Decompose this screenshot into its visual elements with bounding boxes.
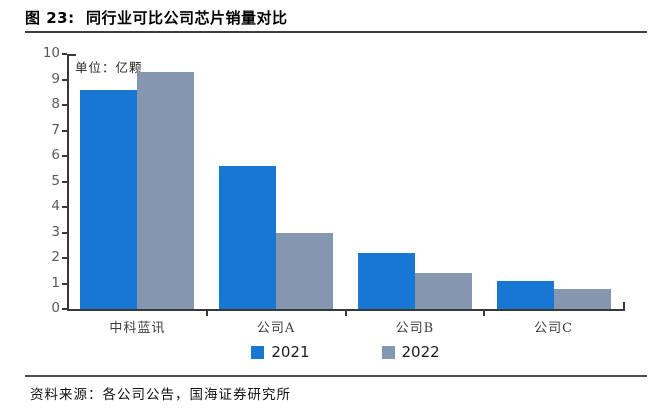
legend-item-2022: 2022 xyxy=(381,343,440,361)
bar-2022 xyxy=(276,232,334,309)
bar-2022 xyxy=(137,71,195,309)
y-axis-tick xyxy=(62,308,67,310)
y-axis-tick-label: 8 xyxy=(51,96,60,112)
bar-group xyxy=(68,54,207,309)
x-axis-tick xyxy=(483,311,486,316)
x-axis-labels: 中科蓝讯 公司A 公司B 公司C xyxy=(68,317,623,336)
y-axis-tick-label: 7 xyxy=(51,121,60,138)
y-axis-tick xyxy=(62,104,67,106)
y-axis-tick-label: 4 xyxy=(51,198,60,214)
x-axis-category-label: 公司C xyxy=(534,321,574,336)
bar-2021 xyxy=(80,89,138,309)
x-axis-tick xyxy=(344,311,347,316)
y-axis-tick-label: 9 xyxy=(51,70,60,87)
y-axis-tick xyxy=(62,206,67,208)
footer-divider-line xyxy=(25,375,647,377)
x-axis-tick xyxy=(205,311,208,316)
legend-label: 2022 xyxy=(401,343,440,361)
bar-group xyxy=(346,54,485,309)
y-axis-tick xyxy=(62,180,67,183)
legend-swatch xyxy=(251,345,265,359)
legend-swatch xyxy=(381,345,395,359)
x-axis-line xyxy=(67,309,625,311)
x-axis-category-label: 中科蓝讯 xyxy=(109,321,166,336)
source-note: 资料来源：各公司公告，国海证券研究所 xyxy=(30,387,291,403)
bar-2022 xyxy=(414,273,472,309)
y-axis-tick xyxy=(62,257,67,259)
y-axis-tick-label: 10 xyxy=(42,45,60,61)
bar-2022 xyxy=(553,288,611,309)
x-axis-category-label: 公司B xyxy=(395,321,435,336)
x-axis-category-label: 公司A xyxy=(256,321,296,336)
y-axis-tick-label: 2 xyxy=(51,249,60,265)
bar-2021 xyxy=(496,280,554,309)
y-axis-tick-label: 6 xyxy=(51,147,60,163)
unit-label: 单位：亿颗 xyxy=(75,60,143,75)
y-axis-tick xyxy=(62,78,67,81)
y-axis-tick-label: 0 xyxy=(51,300,60,316)
y-axis-tick xyxy=(62,231,67,234)
legend-item-2021: 2021 xyxy=(251,343,310,361)
y-axis-tick-label: 1 xyxy=(51,274,60,291)
bar-2021 xyxy=(357,252,415,309)
bar-2021 xyxy=(219,166,277,309)
bar-group xyxy=(484,54,623,309)
legend-label: 2021 xyxy=(271,343,310,361)
chart-legend: 2021 2022 xyxy=(68,343,623,361)
y-axis-tick xyxy=(62,129,67,132)
bar-group xyxy=(207,54,346,309)
y-axis-tick-label: 3 xyxy=(51,223,60,240)
y-axis-tick xyxy=(62,282,67,285)
title-divider-line xyxy=(25,31,647,33)
y-axis-tick xyxy=(62,155,67,157)
y-axis-top-cap xyxy=(67,54,76,56)
y-axis-tick xyxy=(62,53,67,55)
y-axis-line xyxy=(67,54,69,311)
x-axis-right-cap xyxy=(623,302,625,311)
figure-title: 图 23: 同行业可比公司芯片销量对比 xyxy=(25,9,288,27)
plot-area xyxy=(68,54,623,309)
y-axis-tick-label: 5 xyxy=(51,172,60,189)
